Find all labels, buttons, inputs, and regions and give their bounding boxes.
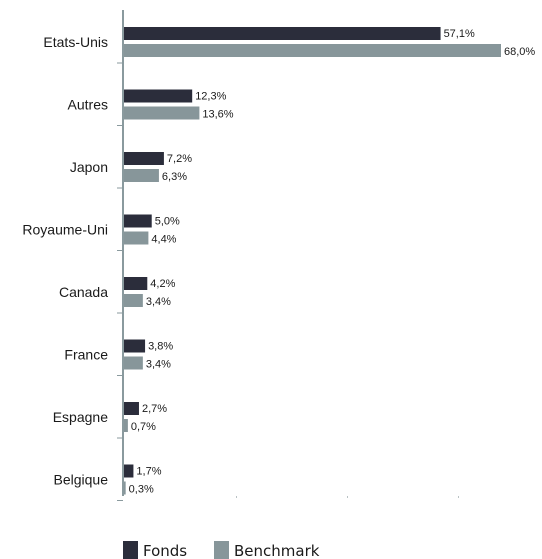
- data-label-fonds: 1,7%: [136, 466, 161, 478]
- bar-benchmark: [124, 169, 159, 182]
- data-label-fonds: 5,0%: [155, 216, 180, 228]
- data-label-benchmark: 0,3%: [129, 484, 154, 496]
- x-axis-tick: [458, 496, 459, 498]
- data-label-benchmark: 0,7%: [131, 421, 156, 433]
- category-labels: Etats-Unis Autres Japon Royaume-Uni Canada Fr…: [22, 34, 108, 488]
- data-label-fonds: 12,3%: [195, 91, 226, 103]
- data-label-benchmark: 3,4%: [146, 296, 171, 308]
- data-labels: 57,1% 68,0% 12,3% 13,6% 7,2% 6,3% 5,0% 4,4% 4,2%…: [129, 28, 536, 496]
- data-label-benchmark: 6,3%: [162, 171, 187, 183]
- bar-benchmark: [124, 44, 501, 57]
- legend-swatch-benchmark: [214, 541, 229, 559]
- data-label-fonds: 2,7%: [142, 403, 167, 415]
- legend-label-fonds: Fonds: [143, 542, 187, 559]
- data-label-benchmark: 4,4%: [151, 234, 176, 246]
- data-label-fonds: 57,1%: [444, 28, 475, 40]
- bar-fonds: [124, 277, 148, 290]
- bar-fonds: [124, 214, 152, 228]
- data-label-benchmark: 3,4%: [146, 359, 171, 371]
- data-label-benchmark: 13,6%: [202, 109, 233, 121]
- bar-benchmark: [124, 356, 143, 370]
- bar-benchmark: [124, 231, 149, 245]
- legend-label-benchmark: Benchmark: [234, 542, 320, 559]
- bar-benchmark: [124, 419, 128, 432]
- bar-fonds: [124, 402, 139, 415]
- category-label: Royaume-Uni: [22, 222, 108, 238]
- x-axis-tick: [347, 496, 348, 498]
- legend-swatch-fonds: [123, 541, 138, 559]
- data-label-fonds: 4,2%: [150, 278, 175, 290]
- data-label-fonds: 3,8%: [148, 341, 173, 353]
- bar-fonds: [124, 152, 164, 165]
- bar-benchmark: [124, 294, 143, 307]
- bar-fonds: [124, 339, 146, 353]
- category-label: Japon: [70, 159, 108, 175]
- bar-benchmark: [124, 481, 126, 495]
- bar-fonds: [124, 27, 441, 40]
- bar-benchmark: [124, 106, 200, 120]
- bar-fonds: [124, 89, 193, 103]
- category-label: Autres: [68, 97, 108, 113]
- data-label-fonds: 7,2%: [167, 153, 192, 165]
- category-label: France: [64, 347, 108, 363]
- bar-fonds: [124, 464, 134, 478]
- x-axis-tick: [236, 496, 237, 498]
- legend: Fonds Benchmark: [123, 541, 320, 559]
- data-label-benchmark: 68,0%: [504, 46, 535, 58]
- category-label: Belgique: [54, 472, 109, 488]
- category-label: Canada: [59, 284, 108, 300]
- bars: [124, 27, 501, 495]
- category-label: Espagne: [53, 409, 108, 425]
- category-label: Etats-Unis: [43, 34, 108, 50]
